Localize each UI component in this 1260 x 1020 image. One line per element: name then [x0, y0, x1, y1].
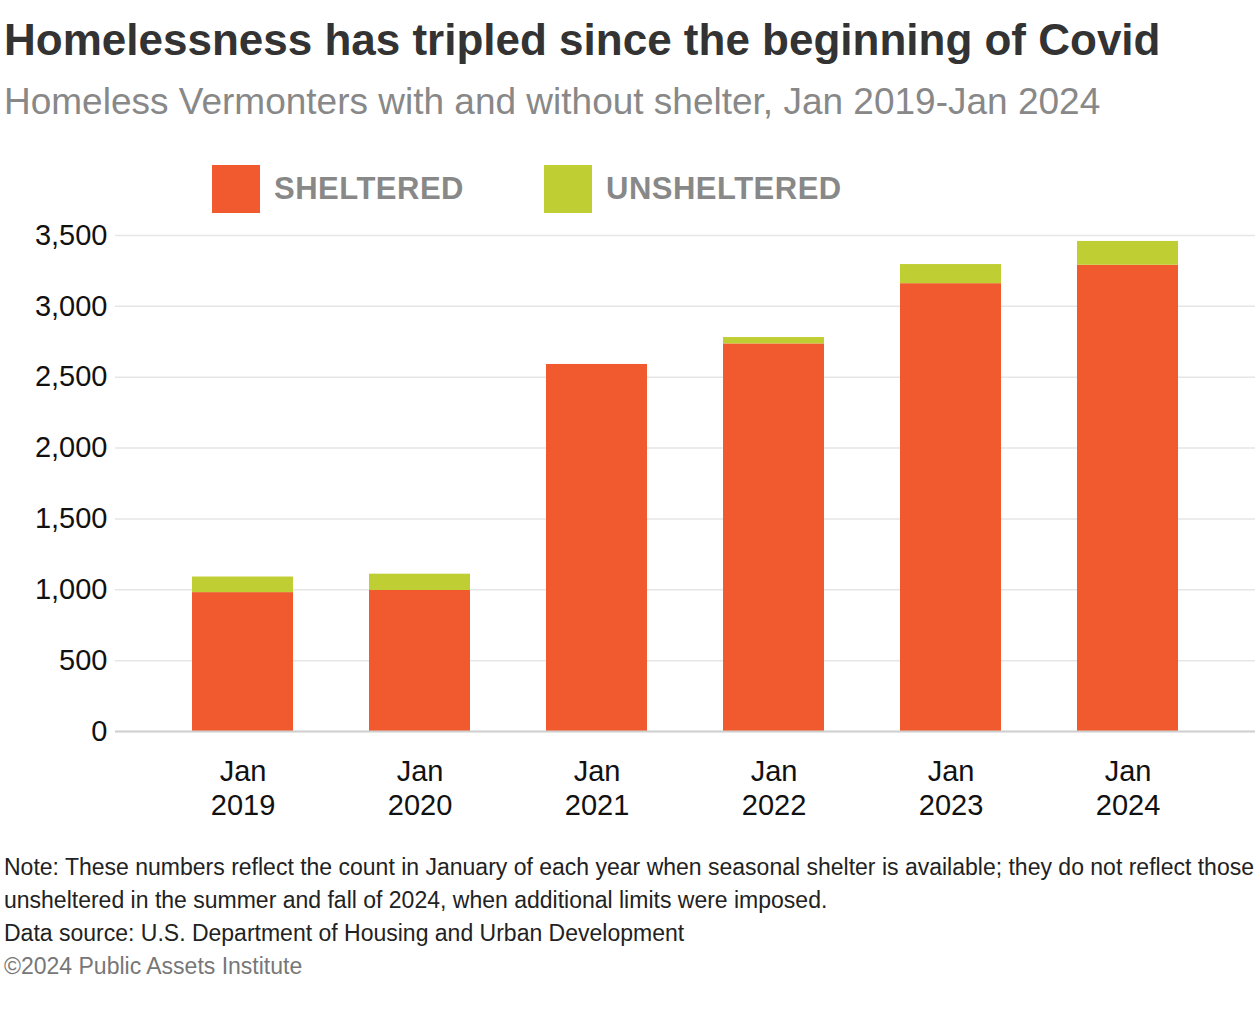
svg-text:Jan2021: Jan2021 [565, 755, 630, 820]
html-text:Homeless Vermonters with and w: Homeless Vermonters with and without she… [4, 81, 1101, 122]
svg-text:3,000: 3,000 [35, 290, 108, 322]
html-text:UNSHELTERED: UNSHELTERED [606, 171, 842, 206]
svg-text:500: 500 [59, 644, 107, 676]
html-text:Data source: U.S. Department o: Data source: U.S. Department of Housing … [4, 920, 685, 946]
html-text:SHELTERED: SHELTERED [274, 171, 464, 206]
svg-text:Jan2022: Jan2022 [742, 755, 807, 820]
svg-text:Jan2020: Jan2020 [388, 755, 453, 820]
svg-text:1,000: 1,000 [35, 573, 108, 605]
svg-text:0: 0 [91, 715, 107, 747]
svg-text:Jan2023: Jan2023 [919, 755, 984, 820]
html-text:Note: These numbers reflect th: Note: These numbers reflect the count in… [4, 854, 1254, 913]
svg-text:3,500: 3,500 [35, 219, 108, 251]
svg-text:Jan2019: Jan2019 [211, 755, 276, 820]
html-text:©2024 Public Assets Institute: ©2024 Public Assets Institute [4, 953, 303, 979]
svg-text:2,000: 2,000 [35, 431, 108, 463]
html-text:Homelessness has tripled since: Homelessness has tripled since the begin… [4, 15, 1161, 64]
svg-text:1,500: 1,500 [35, 502, 108, 534]
svg-text:Jan2024: Jan2024 [1096, 755, 1161, 820]
svg-text:2,500: 2,500 [35, 360, 108, 392]
